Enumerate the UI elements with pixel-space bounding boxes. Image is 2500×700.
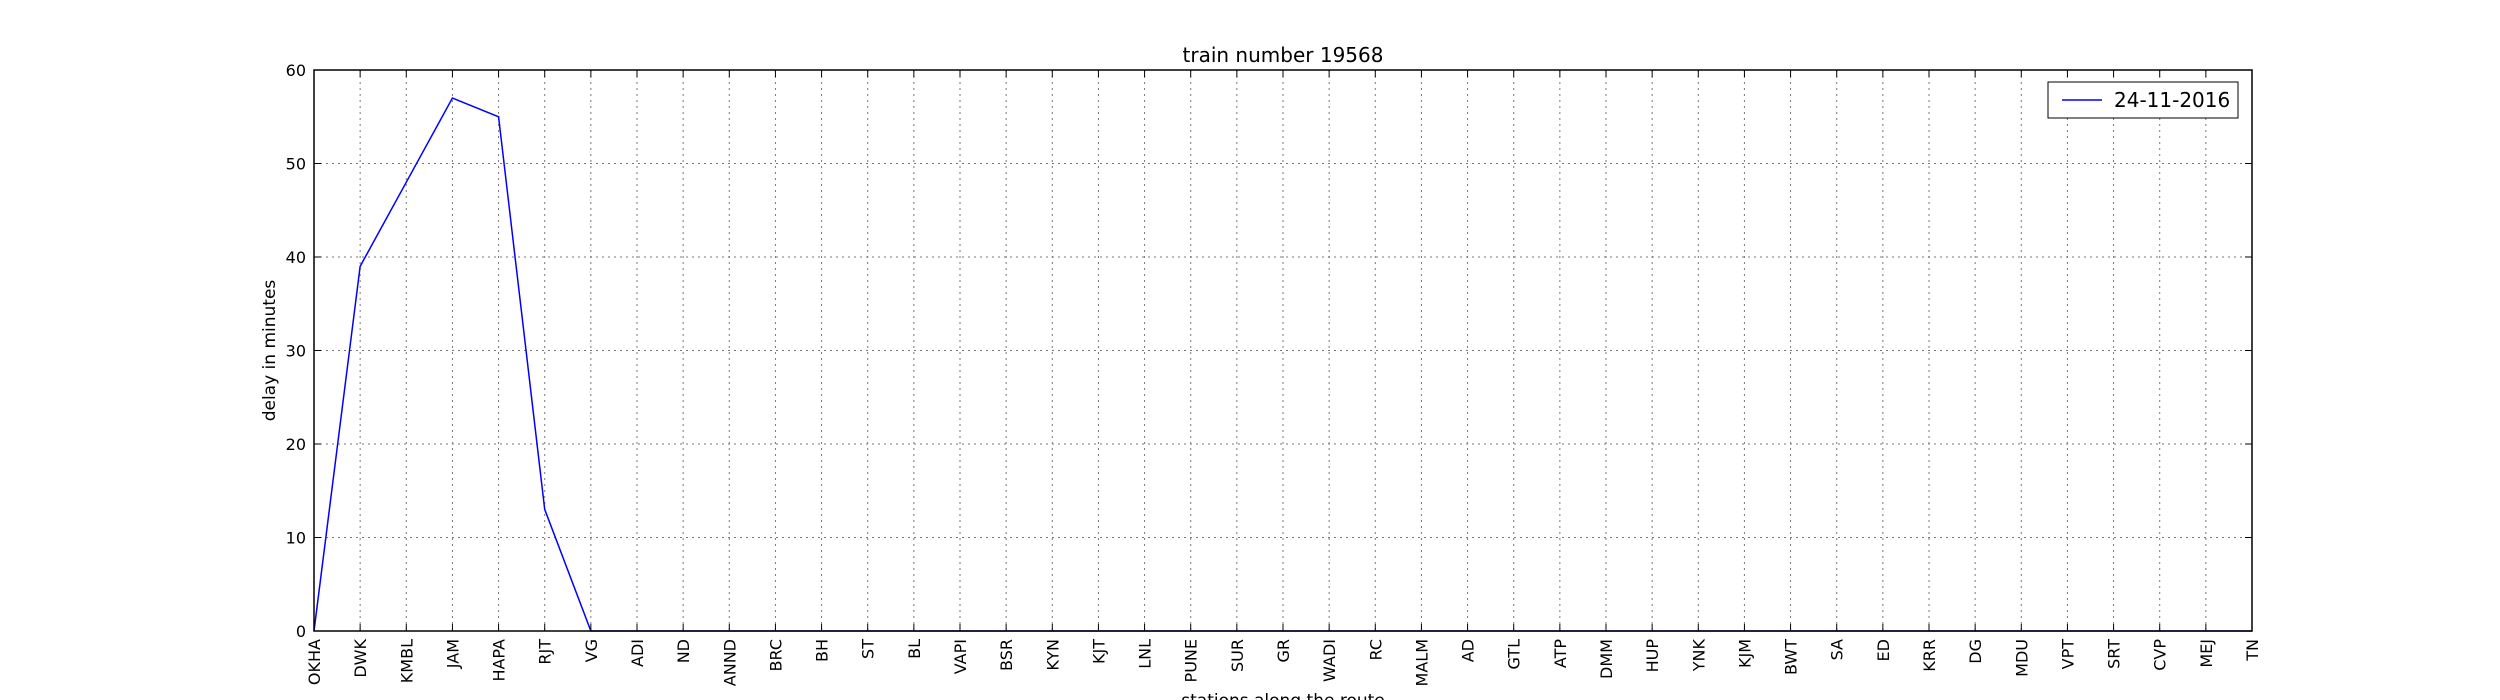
- x-tick-label: GTL: [1505, 639, 1524, 670]
- x-tick-label: KJM: [1735, 639, 1754, 668]
- x-tick-label: ATP: [1551, 639, 1570, 668]
- x-tick-label: PUNE: [1182, 639, 1201, 682]
- x-tick-label: LNL: [1136, 639, 1155, 669]
- x-tick-label: BWT: [1782, 639, 1801, 675]
- x-tick-label: RC: [1366, 639, 1385, 661]
- x-tick-label: YNK: [1689, 638, 1708, 672]
- x-tick-label: ED: [1874, 639, 1893, 661]
- x-tick-label: KYN: [1043, 639, 1062, 671]
- y-tick-label: 0: [296, 622, 306, 641]
- x-tick-label: RJT: [536, 639, 555, 665]
- y-tick-label: 40: [286, 248, 306, 267]
- x-tick-label: KRR: [1920, 639, 1939, 672]
- x-tick-label: SUR: [1228, 639, 1247, 672]
- chart-title: train number 19568: [1183, 43, 1384, 67]
- x-tick-label: ND: [674, 639, 693, 663]
- x-tick-label: AD: [1459, 639, 1478, 662]
- x-tick-label: ST: [859, 639, 878, 659]
- x-tick-label: BL: [905, 639, 924, 659]
- x-tick-label: ADI: [628, 639, 647, 667]
- x-tick-label: DMM: [1597, 639, 1616, 679]
- x-tick-label: DG: [1966, 639, 1985, 664]
- x-tick-label: BRC: [766, 639, 785, 671]
- x-tick-label: CVP: [2151, 639, 2170, 671]
- x-tick-label: BSR: [997, 639, 1016, 671]
- x-axis-label: stations along the route: [1181, 691, 1385, 700]
- x-tick-label: KMBL: [397, 639, 416, 683]
- x-tick-label: SA: [1828, 639, 1847, 660]
- x-tick-label: KJT: [1089, 639, 1108, 664]
- x-tick-label: DWK: [351, 639, 370, 678]
- x-tick-label: BH: [813, 639, 832, 662]
- x-tick-label: TN: [2243, 639, 2262, 662]
- x-tick-label: VG: [582, 639, 601, 662]
- x-tick-label: HUP: [1643, 639, 1662, 673]
- x-tick-label: VAPI: [951, 639, 970, 674]
- x-tick-label: MDU: [2012, 639, 2031, 677]
- x-tick-label: WADI: [1320, 639, 1339, 682]
- y-tick-label: 20: [286, 435, 306, 454]
- legend: 24-11-2016: [2047, 81, 2239, 119]
- x-tick-label: SRT: [2105, 639, 2124, 669]
- y-tick-label: 10: [286, 529, 306, 548]
- x-tick-label: GR: [1274, 639, 1293, 663]
- x-tick-label: ANND: [720, 639, 739, 686]
- y-tick-label: 30: [286, 342, 306, 361]
- x-tick-label: MALM: [1412, 639, 1431, 686]
- x-tick-label: MEJ: [2197, 639, 2216, 668]
- legend-label: 24-11-2016: [2114, 88, 2230, 112]
- y-tick-label: 60: [286, 61, 306, 80]
- x-tick-label: HAPA: [490, 639, 509, 682]
- axis-ticks: 0 10 20 30 40 50 60 OKHA DWK KMBL JAM HAPA RJT VG ADI N…: [286, 61, 2262, 686]
- x-tick-label: JAM: [443, 639, 462, 669]
- y-tick-label: 50: [286, 155, 306, 174]
- y-axis-label: delay in minutes: [260, 280, 280, 422]
- x-tick-label: OKHA: [305, 639, 324, 685]
- x-tick-label: VPT: [2058, 639, 2077, 670]
